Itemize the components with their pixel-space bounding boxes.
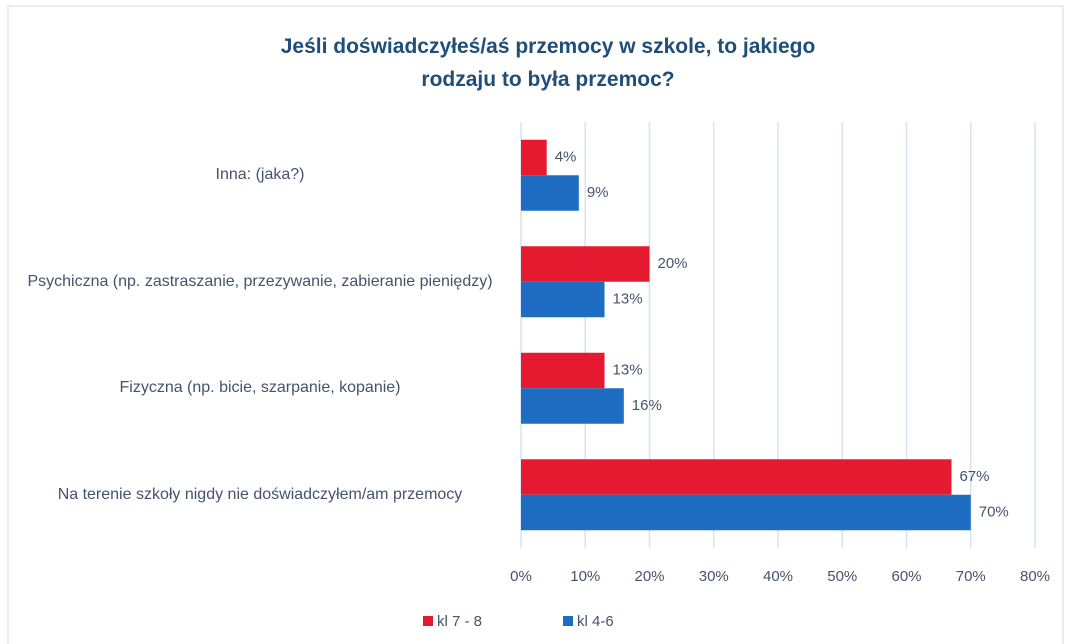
frame bbox=[7, 5, 1064, 644]
category-label: Psychiczna (np. zastraszanie, przezywani… bbox=[27, 272, 493, 290]
bar bbox=[521, 281, 605, 318]
x-tick-label: 40% bbox=[763, 568, 793, 585]
legend-label: kl 7 - 8 bbox=[437, 613, 482, 630]
data-label: 9% bbox=[587, 184, 609, 201]
data-label: 67% bbox=[959, 468, 989, 485]
legend-swatch bbox=[563, 616, 573, 626]
data-label: 4% bbox=[555, 148, 577, 165]
x-tick-label: 70% bbox=[956, 568, 986, 585]
data-label: 13% bbox=[613, 290, 643, 307]
bar bbox=[521, 388, 624, 424]
bar bbox=[521, 139, 547, 176]
data-label: 13% bbox=[613, 361, 643, 378]
chart-title: Jeśli doświadczyłeś/aś przemocy w szkole… bbox=[280, 35, 816, 91]
data-label: 20% bbox=[658, 255, 688, 272]
bar bbox=[521, 175, 579, 211]
x-tick-label: 50% bbox=[827, 568, 857, 585]
legend-label: kl 4-6 bbox=[577, 613, 614, 630]
category-label: Fizyczna (np. bicie, szarpanie, kopanie) bbox=[119, 379, 401, 397]
x-tick-label: 60% bbox=[891, 568, 921, 585]
bar bbox=[521, 352, 605, 389]
data-label: 16% bbox=[632, 397, 662, 414]
bar bbox=[521, 459, 952, 495]
x-tick-label: 0% bbox=[510, 568, 532, 585]
category-label: Na terenie szkoły nigdy nie doświadczyłe… bbox=[57, 485, 463, 503]
x-tick-label: 30% bbox=[699, 568, 729, 585]
x-tick-label: 20% bbox=[634, 568, 664, 585]
x-tick-label: 80% bbox=[1020, 568, 1050, 585]
bar bbox=[521, 246, 650, 282]
bar bbox=[521, 494, 971, 531]
legend-swatch bbox=[423, 616, 433, 626]
data-label: 70% bbox=[979, 503, 1009, 520]
x-tick-label: 10% bbox=[570, 568, 600, 585]
category-label: Inna: (jaka?) bbox=[215, 166, 305, 184]
